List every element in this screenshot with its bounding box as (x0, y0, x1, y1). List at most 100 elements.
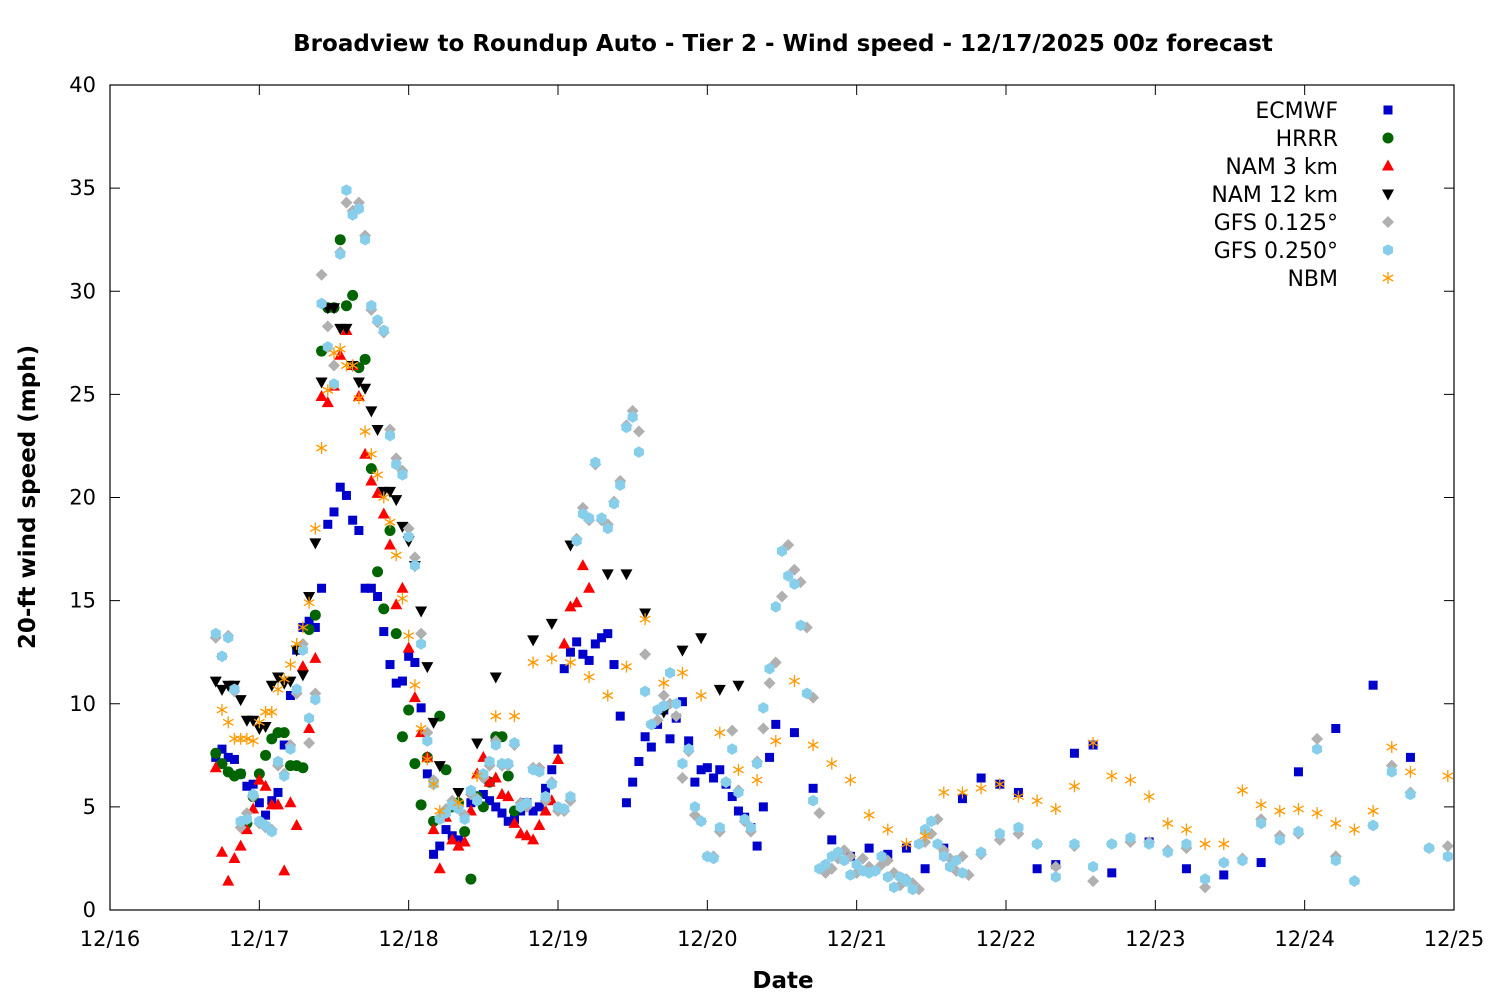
data-point-gfs-0-250 (273, 755, 283, 768)
data-point-ecmwf (1219, 870, 1229, 880)
data-point-ecmwf (584, 655, 594, 665)
x-tick-label: 12/21 (826, 927, 887, 951)
data-point-nam-3-km (508, 816, 521, 828)
data-point-gfs-0-125 (1199, 881, 1212, 894)
data-point-nam-12-km (284, 676, 297, 688)
data-point-nbm (415, 722, 427, 735)
data-point-gfs-0-250 (316, 297, 327, 310)
data-point-nbm (272, 683, 284, 696)
data-point-ecmwf (665, 734, 675, 744)
data-point-nbm (1311, 807, 1323, 820)
data-point-nbm (1124, 774, 1136, 787)
data-point-hrrr (403, 704, 415, 716)
data-point-nbm (1199, 838, 1211, 850)
x-tick-label: 12/23 (1125, 927, 1186, 951)
x-tick-label: 12/18 (378, 927, 439, 951)
data-point-gfs-0-250 (833, 846, 843, 858)
data-point-nbm (1348, 823, 1360, 836)
data-point-gfs-0-125 (763, 677, 776, 690)
data-point-gfs-0-125 (402, 522, 415, 535)
data-point-gfs-0-125 (1311, 732, 1324, 745)
data-point-nbm (403, 629, 415, 642)
plot-frame (109, 84, 1455, 911)
data-point-nbm (807, 739, 819, 751)
data-point-ecmwf (690, 777, 700, 787)
data-point-nbm (396, 592, 408, 605)
data-point-ecmwf (534, 802, 544, 812)
data-point-gfs-0-250 (839, 854, 850, 867)
data-point-ecmwf (323, 519, 333, 529)
data-point-gfs-0-125 (328, 359, 340, 372)
data-point-nam-3-km (284, 796, 297, 808)
data-point-gfs-0-250 (764, 662, 775, 675)
data-point-gfs-0-250 (1218, 856, 1229, 869)
data-point-ecmwf (709, 773, 719, 783)
data-point-gfs-0-250 (777, 545, 787, 557)
data-point-ecmwf (765, 752, 775, 762)
legend-label-gfs-0-125: GFS 0.125° (1214, 211, 1338, 236)
data-point-nbm (844, 774, 856, 787)
data-point-ecmwf (541, 783, 551, 793)
data-point-ecmwf (808, 783, 818, 793)
data-point-gfs-0-250 (609, 497, 619, 510)
data-point-nam-3-km (228, 851, 241, 863)
data-point-nam-3-km (209, 761, 222, 773)
data-point-ecmwf (422, 769, 432, 779)
data-point-ecmwf (242, 781, 252, 791)
data-point-hrrr (359, 353, 371, 365)
data-point-ecmwf (590, 639, 600, 649)
data-point-ecmwf (441, 825, 451, 835)
data-point-nam-3-km (446, 833, 459, 845)
data-point-gfs-0-125 (676, 772, 689, 784)
data-point-gfs-0-250 (770, 601, 781, 613)
data-point-gfs-0-125 (757, 722, 770, 735)
data-point-hrrr (390, 628, 402, 640)
series-gfs-0-250 (210, 184, 1453, 896)
data-point-gfs-0-250 (1330, 854, 1341, 867)
data-point-ecmwf (615, 711, 625, 721)
data-point-nam-12-km (209, 676, 222, 688)
data-point-ecmwf (466, 798, 476, 808)
data-point-gfs-0-250 (310, 693, 321, 706)
data-point-nam-12-km (272, 672, 284, 684)
data-point-gfs-0-250 (957, 867, 968, 879)
data-point-ecmwf (771, 719, 781, 729)
data-point-ecmwf (478, 790, 488, 799)
data-point-ecmwf (702, 763, 712, 773)
data-point-gfs-0-250 (285, 743, 296, 755)
data-point-nbm (1050, 802, 1062, 815)
data-point-ecmwf (864, 843, 874, 853)
data-point-ecmwf (789, 728, 799, 738)
data-point-ecmwf (715, 765, 725, 775)
data-point-gfs-0-250 (615, 479, 626, 491)
data-point-hrrr (309, 609, 321, 621)
data-point-nbm (241, 732, 253, 745)
data-point-gfs-0-250 (403, 530, 414, 543)
data-point-nbm (1068, 780, 1080, 793)
data-point-gfs-0-250 (559, 803, 570, 815)
data-point-gfs-0-250 (683, 743, 694, 755)
data-point-nam-12-km (390, 495, 403, 507)
data-point-nam-12-km (527, 635, 540, 647)
legend-marker-nam-3-km (1382, 159, 1394, 171)
data-point-gfs-0-250 (758, 702, 769, 714)
data-point-nbm (1236, 784, 1248, 797)
data-point-gfs-0-250 (590, 456, 601, 469)
data-point-gfs-0-250 (1013, 821, 1024, 834)
data-point-gfs-0-250 (1088, 860, 1099, 873)
data-point-ecmwf (217, 744, 227, 754)
data-point-ecmwf (254, 798, 264, 808)
data-point-gfs-0-250 (976, 846, 987, 858)
data-point-gfs-0-250 (876, 850, 887, 863)
data-point-gfs-0-125 (776, 590, 788, 603)
data-point-gfs-0-125 (408, 551, 421, 564)
data-point-gfs-0-250 (801, 687, 812, 700)
y-tick-label: 20 (69, 486, 96, 510)
data-point-nbm (732, 763, 744, 776)
data-point-nbm (322, 384, 334, 397)
data-point-ecmwf (485, 796, 495, 806)
data-point-nam-3-km (309, 651, 322, 663)
data-point-ecmwf (547, 765, 557, 775)
data-point-ecmwf (883, 849, 893, 859)
data-point-gfs-0-250 (453, 803, 464, 815)
